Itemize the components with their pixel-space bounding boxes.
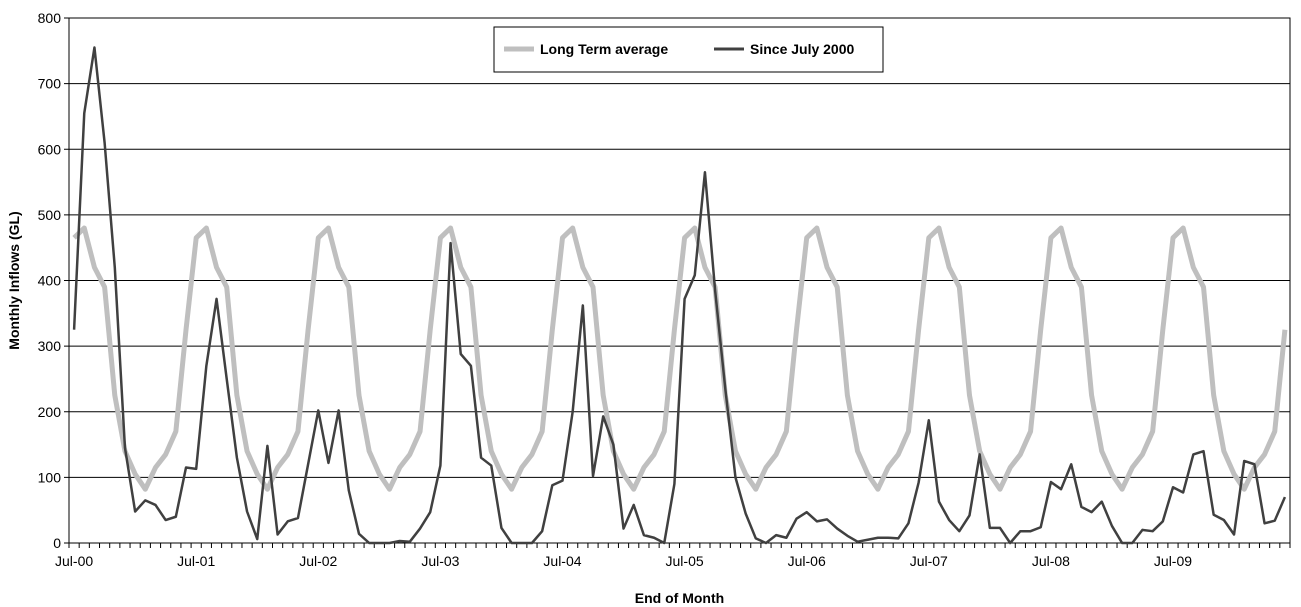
y-tick-label: 0 <box>53 535 61 551</box>
x-axis: Jul-00 Jul-01 Jul-02 Jul-03 Jul-04 Jul-05 Jul-… <box>55 543 1291 569</box>
legend: Long Term average Since July 2000 <box>493 26 884 73</box>
y-tick-label: 800 <box>38 10 62 26</box>
series-line-since-july-2000 <box>72 46 1287 545</box>
y-tick-label: 400 <box>38 273 62 289</box>
x-tick-label: Jul-04 <box>543 553 581 569</box>
x-tick-label: Jul-01 <box>177 553 215 569</box>
x-tick-label: Jul-05 <box>666 553 704 569</box>
series-line-long-term-average <box>72 225 1288 492</box>
x-tick-label: Jul-07 <box>910 553 948 569</box>
series-layer <box>72 46 1288 545</box>
x-tick-label: Jul-06 <box>788 553 826 569</box>
x-tick-label: Jul-00 <box>55 553 93 569</box>
legend-label-since-july-2000: Since July 2000 <box>750 41 855 57</box>
y-axis-title: Monthly Inflows (GL) <box>6 211 22 349</box>
y-tick-label: 500 <box>38 207 62 223</box>
y-tick-label: 300 <box>38 338 62 354</box>
y-tick-label: 600 <box>38 141 62 157</box>
x-tick-label: Jul-02 <box>299 553 337 569</box>
gridlines <box>69 83 1290 478</box>
x-tick-label: Jul-08 <box>1032 553 1070 569</box>
x-tick-label: Jul-03 <box>421 553 459 569</box>
y-tick-label: 200 <box>38 404 62 420</box>
legend-box <box>493 26 884 73</box>
legend-label-long-term-average: Long Term average <box>540 41 668 57</box>
y-axis: 0 100 200 300 400 500 600 700 800 <box>38 10 69 551</box>
y-tick-label: 100 <box>38 469 62 485</box>
x-axis-title: End of Month <box>635 590 724 606</box>
x-tick-label: Jul-09 <box>1154 553 1192 569</box>
y-tick-label: 700 <box>38 76 62 92</box>
